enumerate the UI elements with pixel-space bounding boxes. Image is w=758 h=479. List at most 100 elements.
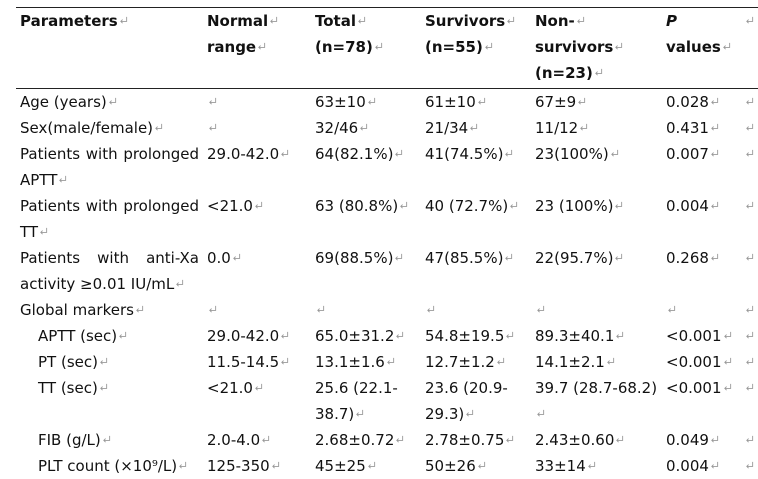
data-row: Age (years) 63±10 61±10 67±9 0.028 xyxy=(16,89,758,116)
cell-text: 23.6 (20.9-29.3) xyxy=(425,379,508,423)
cell xyxy=(740,375,758,427)
cell-text: 14.1±2.1 xyxy=(535,353,605,371)
cell xyxy=(740,349,758,375)
cell-text: 2.68±0.72 xyxy=(315,431,395,449)
cell-text: 125-350 xyxy=(207,457,270,475)
cell-text: 63 (80.8%) xyxy=(315,197,399,215)
cell: 89.3±40.1 xyxy=(531,323,662,349)
paragraph-mark xyxy=(506,435,514,443)
paragraph-mark xyxy=(255,383,263,391)
cell xyxy=(421,297,531,323)
paragraph-mark xyxy=(396,331,404,339)
cell xyxy=(740,141,758,193)
cell-text: Age (years) xyxy=(20,93,107,111)
cell-text: 32/46 xyxy=(315,119,359,137)
cell-text: 2.43±0.60 xyxy=(535,431,615,449)
header-line: Parameters xyxy=(20,8,199,34)
cell: 33±14 xyxy=(531,453,662,479)
cell: 0.004 xyxy=(662,453,740,479)
paragraph-mark xyxy=(507,16,515,24)
cell-text: Patients with anti-Xa activity ≥0.01 IU/… xyxy=(20,249,199,293)
cell: 0.007 xyxy=(662,141,740,193)
paragraph-mark xyxy=(356,409,364,417)
paragraph-mark xyxy=(746,149,754,157)
header-line: Non- xyxy=(535,8,658,34)
paragraph-mark xyxy=(578,97,586,105)
cell-text: 11/12 xyxy=(535,119,579,137)
cell-text: TT (sec) xyxy=(38,379,98,397)
header-cell: Parameters xyxy=(16,7,203,89)
paragraph-mark xyxy=(496,357,504,365)
header-text: (n=55) xyxy=(425,38,483,56)
cell: 0.268 xyxy=(662,245,740,297)
paragraph-mark xyxy=(470,123,478,131)
paragraph-mark xyxy=(209,97,217,105)
header-line: (n=23) xyxy=(535,60,658,86)
cell: 54.8±19.5 xyxy=(421,323,531,349)
cell: 45±25 xyxy=(311,453,421,479)
paragraph-mark xyxy=(711,461,719,469)
paragraph-mark xyxy=(711,97,719,105)
cell: 14.1±2.1 xyxy=(531,349,662,375)
paragraph-mark xyxy=(576,16,584,24)
cell-text: 0.004 xyxy=(666,457,709,475)
cell: 21/34 xyxy=(421,115,531,141)
cell: <0.001 xyxy=(662,349,740,375)
paragraph-mark xyxy=(485,42,492,50)
cell: Sex(male/female) xyxy=(16,115,203,141)
cell xyxy=(662,297,740,323)
paragraph-mark xyxy=(281,331,289,339)
cell: 2.0-4.0 xyxy=(203,427,311,453)
cell: 40 (72.7%) xyxy=(421,193,531,245)
header-text: values xyxy=(666,38,721,56)
data-row: Patients with prolonged APTT 29.0-42.0 64(… xyxy=(16,141,758,193)
paragraph-mark xyxy=(358,16,366,24)
header-line: survivors xyxy=(535,34,658,60)
cell-text: Sex(male/female) xyxy=(20,119,154,137)
cell-text: <21.0 xyxy=(207,379,253,397)
cell: 63±10 xyxy=(311,89,421,116)
cell xyxy=(311,297,421,323)
header-line: Normal xyxy=(207,8,307,34)
paragraph-mark xyxy=(281,149,289,157)
data-row: Patients with anti-Xa activity ≥0.01 IU/… xyxy=(16,245,758,297)
paragraph-mark xyxy=(606,357,614,365)
cell: 47(85.5%) xyxy=(421,245,531,297)
cell: 22(95.7%) xyxy=(531,245,662,297)
cell-text: 39.7 (28.7-68.2) xyxy=(535,379,658,397)
cell: <0.001 xyxy=(662,323,740,349)
cell-text: 45±25 xyxy=(315,457,366,475)
cell: 29.0-42.0 xyxy=(203,141,311,193)
paragraph-mark xyxy=(537,409,545,417)
cell: PLT count (×10⁹/L) xyxy=(16,453,203,479)
paragraph-mark xyxy=(615,201,623,209)
cell-text: 0.028 xyxy=(666,93,709,111)
paragraph-mark xyxy=(477,461,485,469)
cell-text: 0.004 xyxy=(666,197,709,215)
paragraph-mark xyxy=(615,253,623,261)
cell: 11/12 xyxy=(531,115,662,141)
cell: 0.431 xyxy=(662,115,740,141)
cell-text: 54.8±19.5 xyxy=(425,327,505,345)
cell xyxy=(740,427,758,453)
paragraph-mark xyxy=(102,435,110,443)
paragraph-mark xyxy=(722,42,730,50)
cell: 50±26 xyxy=(421,453,531,479)
paragraph-mark xyxy=(746,201,754,209)
header-line: (n=78) xyxy=(315,34,417,60)
header-row: Parameters Normal range Total (n=78) Survivor… xyxy=(16,7,758,89)
paragraph-mark xyxy=(179,461,187,469)
cell-text: 25.6 (22.1-38.7) xyxy=(315,379,398,423)
paragraph-mark xyxy=(255,201,263,209)
cell: <0.001 xyxy=(662,375,740,427)
cell: 23.6 (20.9-29.3) xyxy=(421,375,531,427)
cell-text: 21/34 xyxy=(425,119,469,137)
header-text: (n=78) xyxy=(315,38,373,56)
paragraph-mark xyxy=(281,357,289,365)
cell-text: 61±10 xyxy=(425,93,476,111)
cell: APTT (sec) xyxy=(16,323,203,349)
paragraph-mark xyxy=(610,149,618,157)
cell: 29.0-42.0 xyxy=(203,323,311,349)
header-text: Non- xyxy=(535,12,575,30)
